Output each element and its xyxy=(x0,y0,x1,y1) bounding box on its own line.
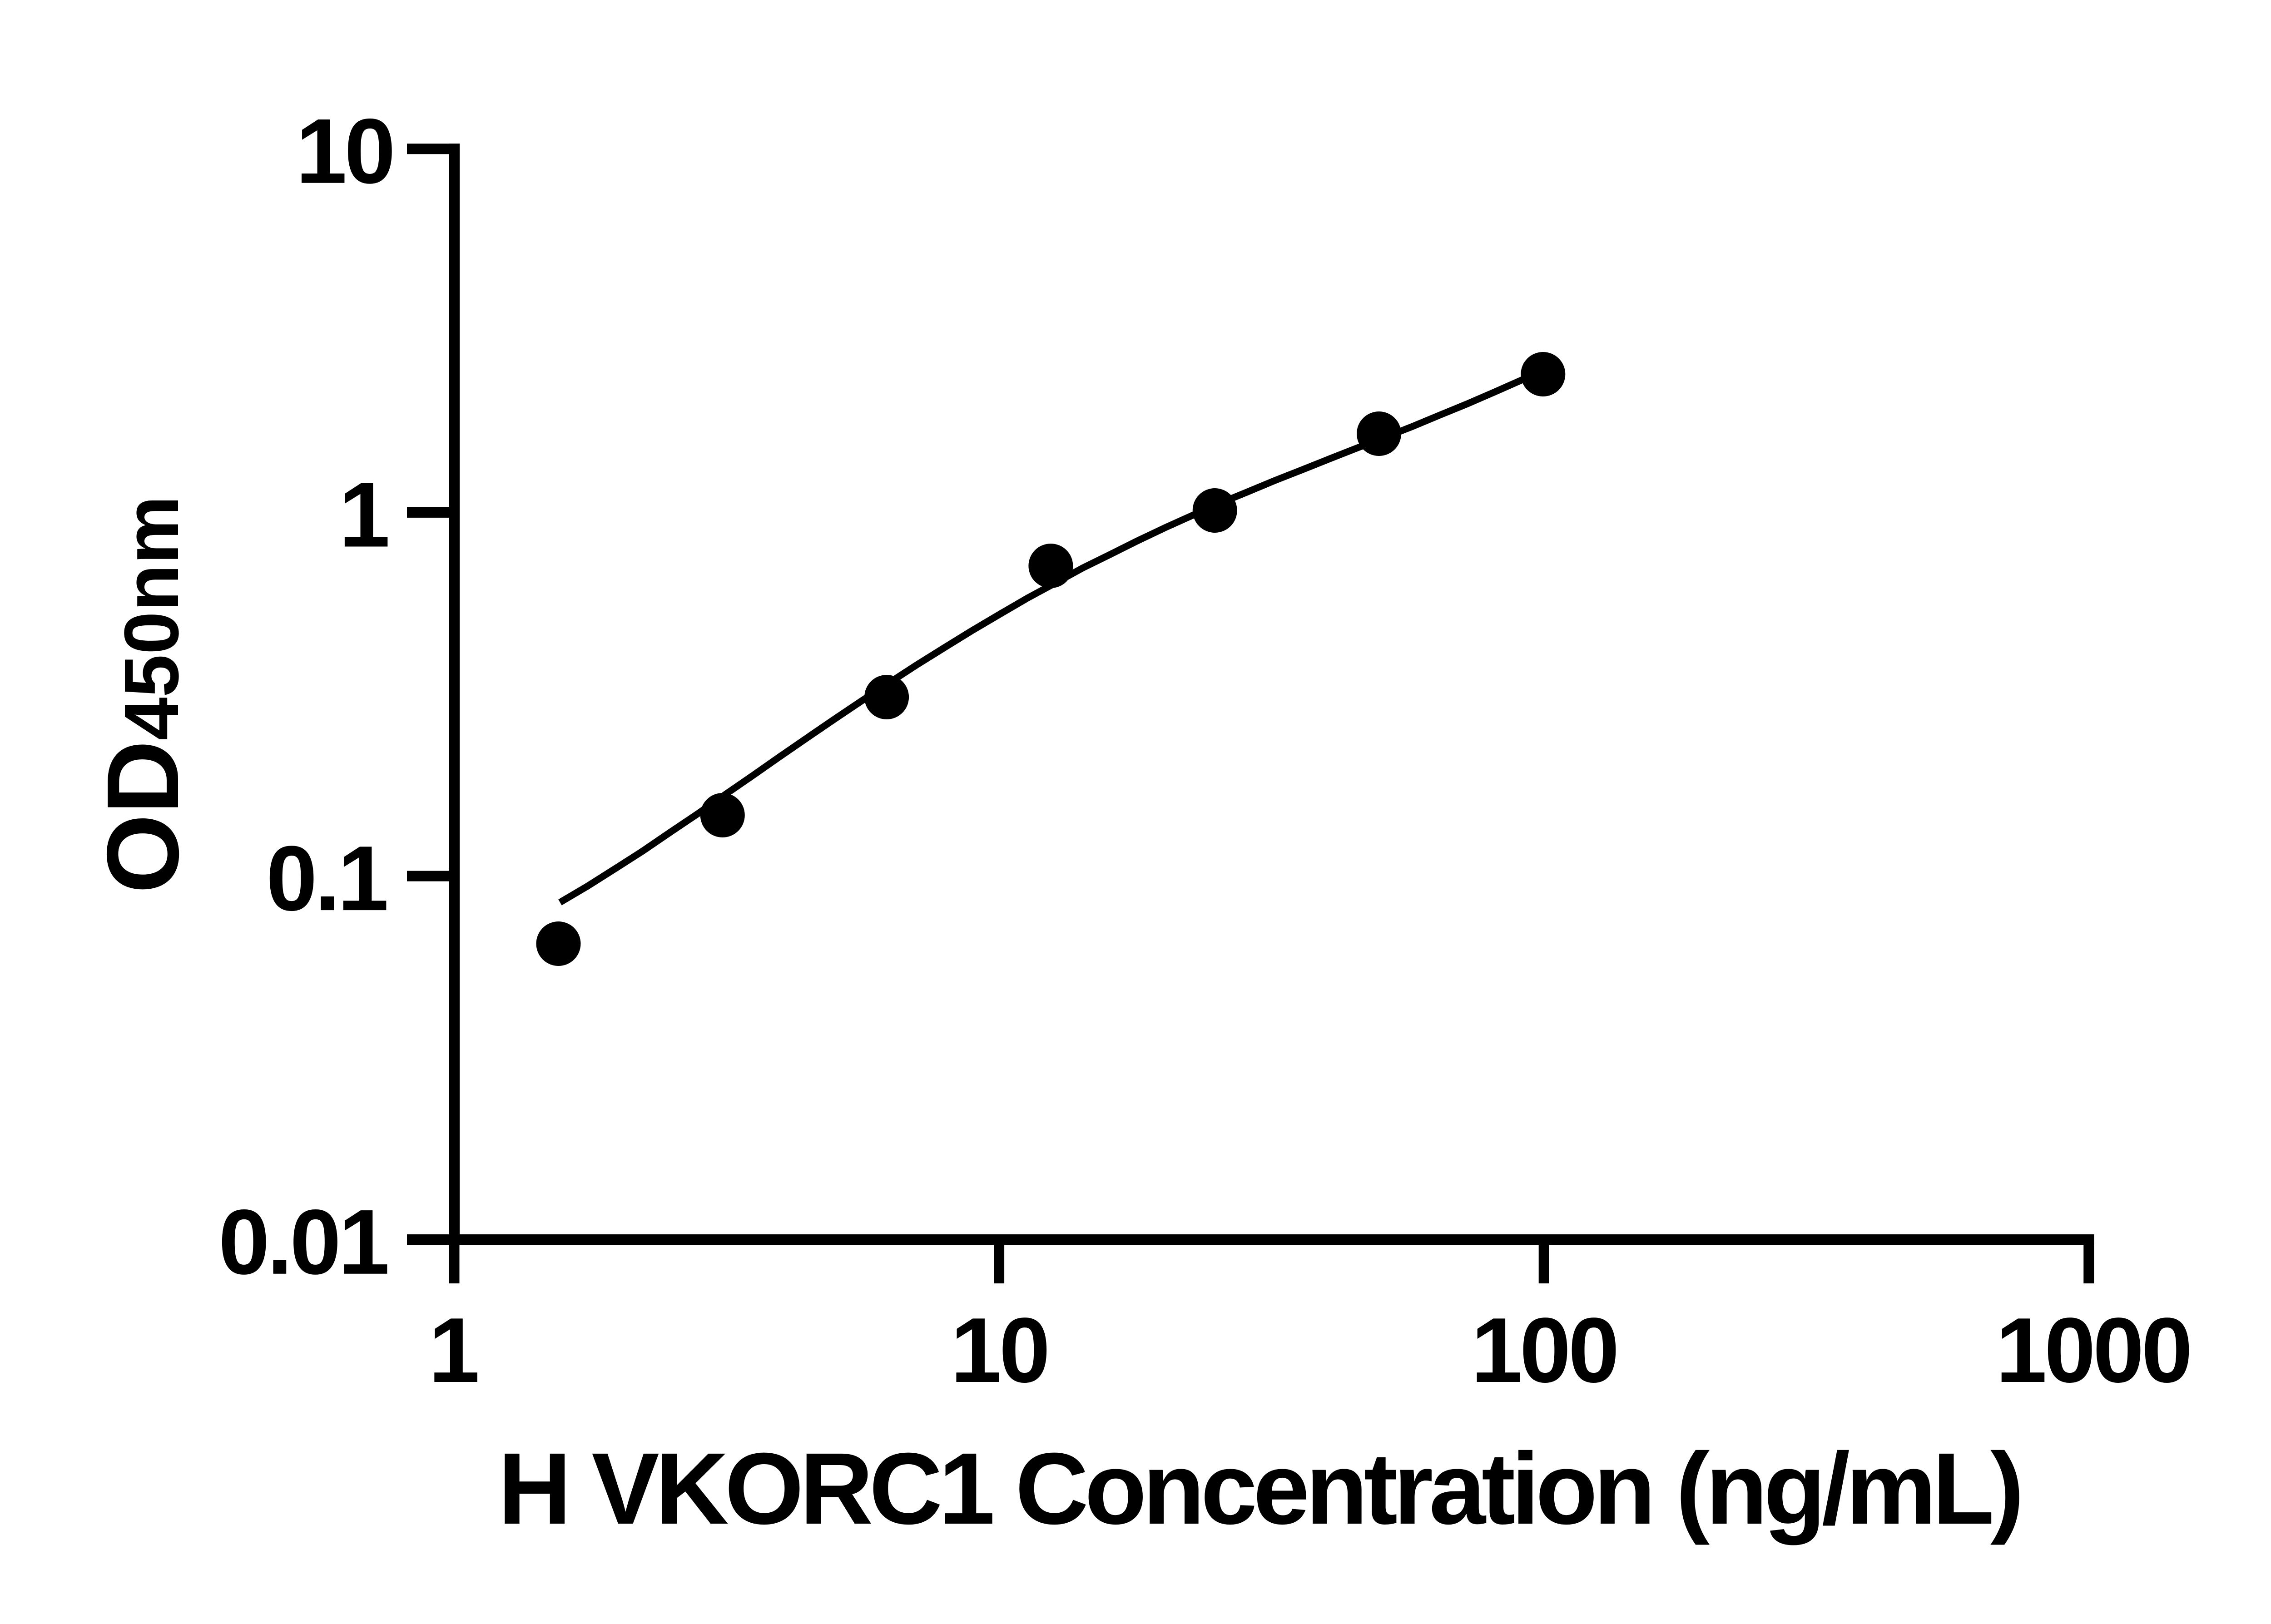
svg-text:H VKORC1 Concentration (ng/mL): H VKORC1 Concentration (ng/mL) xyxy=(498,1432,2020,1545)
svg-text:100: 100 xyxy=(1471,1299,1617,1402)
svg-text:0.01: 0.01 xyxy=(218,1191,387,1294)
svg-text:10: 10 xyxy=(296,100,393,203)
svg-text:1: 1 xyxy=(339,464,390,567)
svg-text:10: 10 xyxy=(951,1299,1048,1402)
svg-text:0.1: 0.1 xyxy=(266,827,387,930)
svg-text:1: 1 xyxy=(429,1299,480,1402)
svg-text:1000: 1000 xyxy=(1996,1299,2190,1402)
svg-text:OD450nm: OD450nm xyxy=(85,495,200,893)
